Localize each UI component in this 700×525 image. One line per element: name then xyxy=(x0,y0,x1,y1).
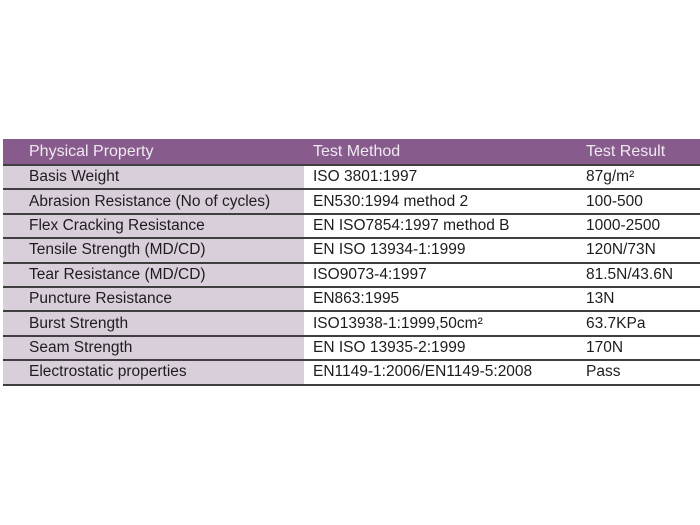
property-cell: Flex Cracking Resistance xyxy=(3,214,304,238)
result-cell: 81.5N/43.6N xyxy=(586,265,674,283)
method-cell: EN ISO 13935-2:1999 xyxy=(313,338,466,356)
table-header-row: Physical Property Test Method Test Resul… xyxy=(3,139,700,166)
table-row: Flex Cracking Resistance EN ISO7854:1997… xyxy=(3,214,700,240)
table-row: Abrasion Resistance (No of cycles) EN530… xyxy=(3,190,700,215)
property-cell: Burst Strength xyxy=(3,312,304,335)
property-cell: Puncture Resistance xyxy=(3,287,304,311)
result-cell: 170N xyxy=(586,338,624,356)
property-cell: Tensile Strength (MD/CD) xyxy=(3,239,304,262)
method-cell: ISO13938-1:1999,50cm² xyxy=(313,314,483,332)
col-header-test-method: Test Method xyxy=(313,143,401,160)
method-cell: ISO 3801:1997 xyxy=(313,168,418,186)
table-row: Basis Weight ISO 3801:1997 87g/m² xyxy=(3,166,700,191)
method-cell: ISO9073-4:1997 xyxy=(313,265,427,283)
property-cell: Seam Strength xyxy=(3,336,304,360)
property-cell: Tear Resistance (MD/CD) xyxy=(3,263,304,286)
physical-properties-table: Physical Property Test Method Test Resul… xyxy=(3,139,700,386)
table-row: Puncture Resistance EN863:1995 13N xyxy=(3,287,700,313)
result-cell: 100-500 xyxy=(586,192,643,210)
result-cell: 13N xyxy=(586,290,615,308)
table-row: Tear Resistance (MD/CD) ISO9073-4:1997 8… xyxy=(3,263,700,288)
col-header-test-result: Test Result xyxy=(586,143,666,160)
property-cell: Electrostatic properties xyxy=(3,361,304,384)
method-cell: EN1149-1:2006/EN1149-5:2008 xyxy=(313,363,533,381)
method-cell: EN863:1995 xyxy=(313,290,400,308)
table-row: Seam Strength EN ISO 13935-2:1999 170N xyxy=(3,336,700,362)
table-row: Electrostatic properties EN1149-1:2006/E… xyxy=(3,361,700,386)
method-cell: EN ISO7854:1997 method B xyxy=(313,216,510,234)
table-row: Burst Strength ISO13938-1:1999,50cm² 63.… xyxy=(3,312,700,337)
col-header-physical-property: Physical Property xyxy=(29,143,154,160)
result-cell: 87g/m² xyxy=(586,168,635,186)
method-cell: EN ISO 13934-1:1999 xyxy=(313,241,466,259)
table-row: Tensile Strength (MD/CD) EN ISO 13934-1:… xyxy=(3,239,700,264)
property-cell: Basis Weight xyxy=(3,166,304,189)
property-cell: Abrasion Resistance (No of cycles) xyxy=(3,190,304,213)
result-cell: 63.7KPa xyxy=(586,314,646,332)
result-cell: Pass xyxy=(586,363,621,381)
method-cell: EN530:1994 method 2 xyxy=(313,192,469,210)
result-cell: 1000-2500 xyxy=(586,216,661,234)
result-cell: 120N/73N xyxy=(586,241,656,259)
